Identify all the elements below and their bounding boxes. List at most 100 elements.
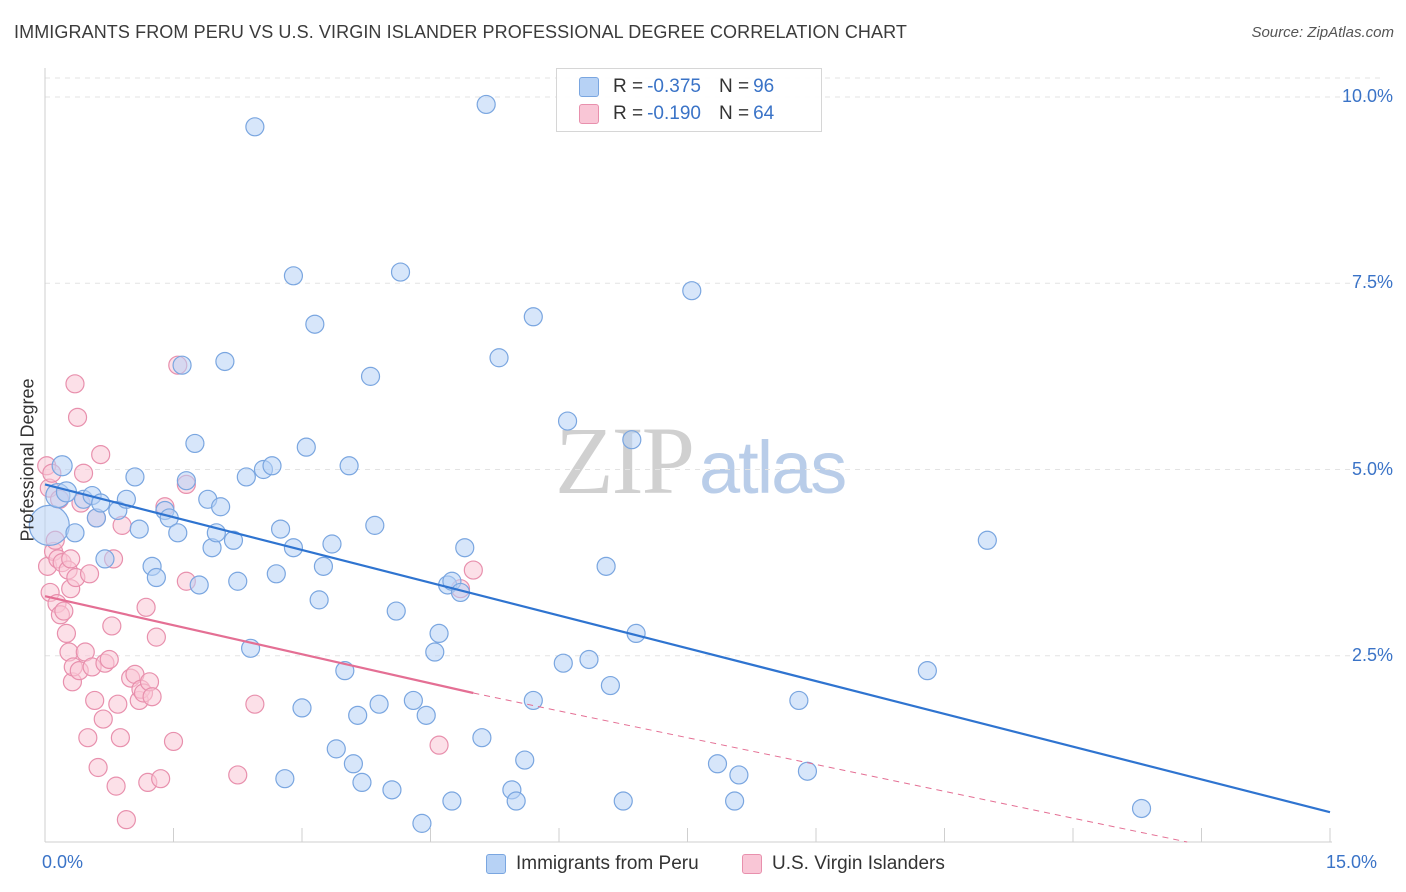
data-point (343, 754, 363, 774)
data-point (579, 649, 599, 670)
data-point (523, 307, 543, 327)
data-point (348, 705, 368, 725)
data-point (65, 374, 85, 394)
data-point (425, 642, 445, 662)
data-point (296, 437, 316, 457)
trend-line-peru (44, 483, 1331, 814)
data-point (176, 471, 196, 491)
data-point (292, 698, 312, 718)
legend-row-virgin-islanders: R = -0.190 N = 64 (579, 101, 774, 127)
data-point (557, 411, 578, 431)
y-tick-label: 2.5% (1351, 644, 1393, 665)
data-point (352, 772, 372, 793)
grid-lines (45, 77, 1380, 657)
data-point (613, 791, 633, 811)
y-tick-label: 10.0% (1341, 86, 1393, 106)
data-point (682, 281, 702, 301)
data-point (73, 463, 94, 483)
data-point (1131, 798, 1152, 819)
data-point (95, 549, 115, 569)
legend-r-label: R = (613, 76, 644, 97)
data-point (228, 571, 248, 591)
legend-r-value: -0.375 (647, 76, 701, 97)
axes (44, 68, 1332, 843)
series-legend-swatch-peru (486, 854, 506, 874)
data-point (125, 467, 145, 487)
watermark-atlas: atlas (699, 426, 847, 509)
data-point (339, 456, 359, 476)
data-point (309, 590, 329, 610)
legend-r-value: -0.190 (647, 103, 701, 124)
watermark-zip: ZIP (555, 407, 695, 514)
data-point (78, 728, 98, 748)
watermark: ZIPatlas (555, 405, 847, 516)
series-legend-label-peru: Immigrants from Peru (516, 853, 699, 874)
trend-lines (44, 483, 1331, 843)
data-point (382, 780, 402, 800)
legend-n-label: N = (718, 103, 750, 124)
data-point (215, 351, 235, 372)
data-point (360, 366, 381, 386)
data-point (283, 266, 304, 286)
x-tick-max: 15.0% (1326, 852, 1378, 872)
data-point (412, 813, 432, 833)
data-point (489, 348, 509, 368)
data-point (79, 564, 100, 584)
data-point (977, 530, 997, 550)
data-point (54, 601, 74, 621)
data-point (386, 601, 406, 621)
data-point (455, 538, 475, 558)
data-point (600, 675, 621, 696)
data-point (596, 556, 616, 576)
legend-swatch-peru (579, 77, 599, 97)
data-point (729, 765, 749, 785)
data-point (102, 616, 122, 636)
data-point (416, 705, 436, 725)
legend-n-label: N = (718, 76, 750, 97)
data-point (168, 523, 188, 543)
x-tick-min: 0.0% (42, 852, 84, 872)
data-point (88, 757, 108, 778)
data-point (429, 623, 449, 644)
data-point (146, 627, 166, 647)
data-point (211, 497, 231, 517)
data-point (185, 433, 205, 454)
data-point (151, 769, 171, 789)
data-point (51, 455, 73, 477)
data-point (228, 765, 248, 785)
data-point (917, 661, 937, 681)
data-point (365, 515, 385, 535)
data-point (313, 556, 334, 576)
data-point (326, 739, 346, 759)
legend-r-label: R = (613, 103, 644, 124)
data-point (725, 791, 745, 811)
data-point (270, 519, 291, 539)
data-point (262, 456, 282, 476)
data-point (108, 694, 128, 714)
data-point (136, 597, 156, 617)
data-point (275, 769, 295, 789)
source-credit: Source: ZipAtlas.com (1251, 24, 1394, 41)
data-point (322, 534, 342, 554)
series-legend-swatch-virgin-islanders (742, 854, 762, 874)
data-point (146, 567, 166, 588)
data-point (223, 530, 244, 550)
data-point (67, 407, 88, 427)
data-point (476, 94, 496, 115)
series-us-virgin-islanders (37, 355, 483, 830)
data-point (93, 709, 113, 729)
data-point (789, 690, 809, 711)
chart-title: IMMIGRANTS FROM PERU VS U.S. VIRGIN ISLA… (14, 22, 907, 42)
data-point (65, 523, 85, 543)
data-point (335, 661, 355, 681)
y-tick-label: 5.0% (1351, 458, 1393, 479)
series-legend-peru: Immigrants from Peru (486, 852, 699, 876)
legend-n-value: 64 (753, 103, 775, 124)
data-point (442, 791, 462, 811)
legend-n-value: 96 (753, 76, 775, 97)
data-point (305, 314, 325, 334)
data-point (85, 690, 105, 711)
series-legend-virgin-islanders: U.S. Virgin Islanders (742, 852, 945, 876)
data-point (403, 690, 423, 711)
